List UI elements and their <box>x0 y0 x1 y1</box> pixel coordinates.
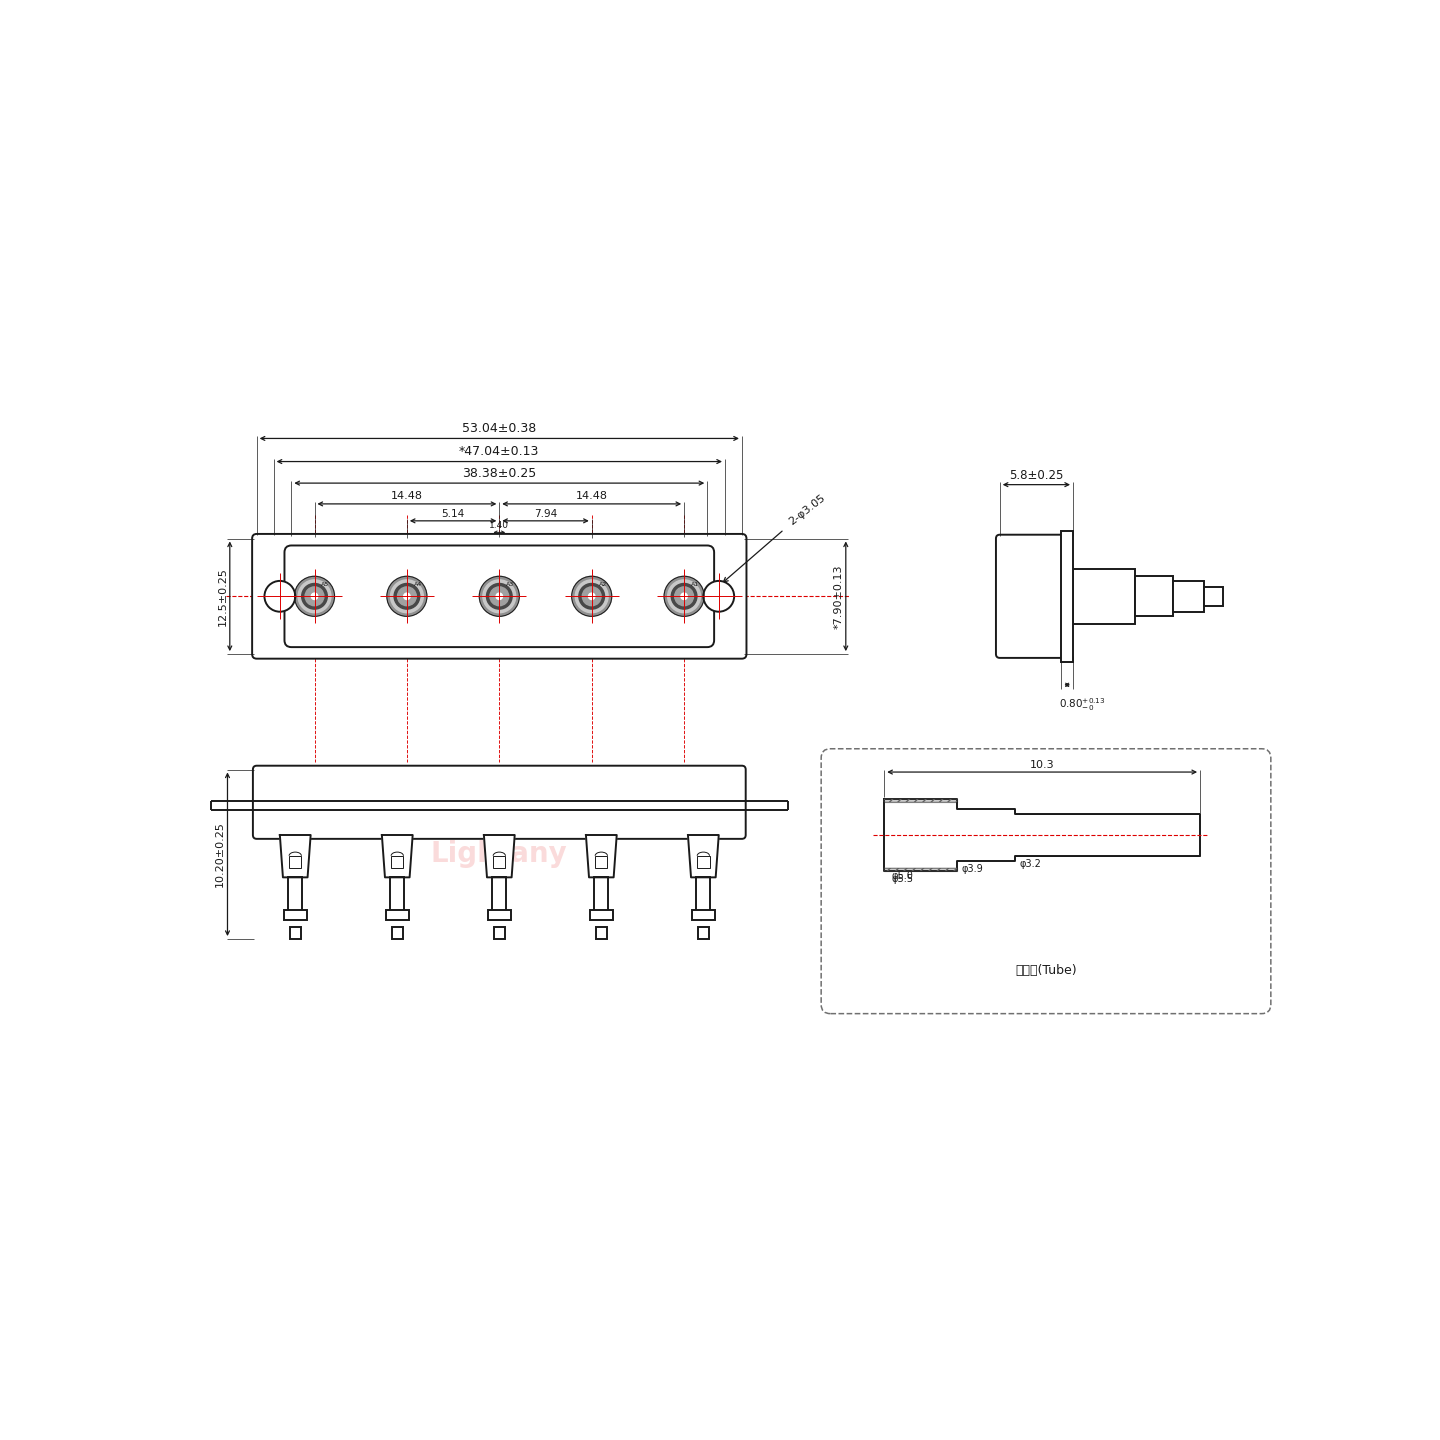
Circle shape <box>703 580 734 612</box>
Bar <box>492 855 505 868</box>
Circle shape <box>487 583 513 609</box>
Text: φ3.9: φ3.9 <box>962 864 984 874</box>
Text: Lightany: Lightany <box>431 841 567 868</box>
Circle shape <box>480 576 520 616</box>
Text: A4: A4 <box>413 582 422 586</box>
Text: 5.14: 5.14 <box>442 508 465 518</box>
Circle shape <box>403 593 410 599</box>
Text: 38.38±0.25: 38.38±0.25 <box>462 467 537 480</box>
Circle shape <box>265 580 295 612</box>
Text: 53.04±0.38: 53.04±0.38 <box>462 422 537 435</box>
Circle shape <box>298 580 331 612</box>
Bar <box>590 910 613 920</box>
Circle shape <box>302 583 327 609</box>
Text: A2: A2 <box>599 582 606 586</box>
Bar <box>1174 580 1204 612</box>
Bar <box>284 910 307 920</box>
Text: φ5.0: φ5.0 <box>891 871 914 881</box>
Circle shape <box>681 593 687 599</box>
Bar <box>289 927 301 939</box>
Text: 12.5±0.25: 12.5±0.25 <box>217 567 228 626</box>
Bar <box>392 855 403 868</box>
Bar <box>392 927 403 939</box>
Circle shape <box>572 576 612 616</box>
Text: 10.3: 10.3 <box>1030 760 1054 770</box>
Text: 2-φ3.05: 2-φ3.05 <box>788 492 828 527</box>
Text: 屏蔽管(Tube): 屏蔽管(Tube) <box>1015 965 1077 978</box>
FancyBboxPatch shape <box>821 749 1272 1014</box>
Circle shape <box>490 588 508 606</box>
Circle shape <box>387 576 426 616</box>
Circle shape <box>671 583 697 609</box>
Bar <box>595 877 608 912</box>
Bar <box>492 877 507 912</box>
Bar <box>288 877 302 912</box>
Text: A3: A3 <box>507 582 514 586</box>
Bar <box>386 910 409 920</box>
Bar <box>595 855 608 868</box>
Text: *47.04±0.13: *47.04±0.13 <box>459 445 540 458</box>
FancyBboxPatch shape <box>285 546 714 647</box>
Polygon shape <box>279 835 311 877</box>
Bar <box>1135 576 1174 616</box>
Circle shape <box>497 593 503 599</box>
Text: 1.40: 1.40 <box>490 521 510 530</box>
Polygon shape <box>884 799 1200 871</box>
Circle shape <box>675 588 694 606</box>
Text: φ5.5: φ5.5 <box>891 874 914 884</box>
Text: φ3.2: φ3.2 <box>1020 860 1041 868</box>
Bar <box>488 910 511 920</box>
Text: 0.80$^{+0.13}_{-0}$: 0.80$^{+0.13}_{-0}$ <box>1058 697 1106 713</box>
Circle shape <box>311 593 318 599</box>
Bar <box>697 877 710 912</box>
Polygon shape <box>688 835 719 877</box>
Circle shape <box>576 580 608 612</box>
Bar <box>289 855 301 868</box>
Text: 14.48: 14.48 <box>576 491 608 501</box>
Bar <box>698 927 708 939</box>
Circle shape <box>579 583 605 609</box>
Text: Lightany: Lightany <box>425 582 575 611</box>
Circle shape <box>582 588 600 606</box>
Polygon shape <box>586 835 616 877</box>
Text: 5.8±0.25: 5.8±0.25 <box>1009 468 1064 481</box>
Bar <box>390 877 405 912</box>
Circle shape <box>664 576 704 616</box>
Circle shape <box>295 576 334 616</box>
Text: 10.20±0.25: 10.20±0.25 <box>215 821 225 887</box>
Bar <box>697 855 710 868</box>
Circle shape <box>305 588 324 606</box>
FancyBboxPatch shape <box>253 766 746 840</box>
Bar <box>691 910 714 920</box>
FancyBboxPatch shape <box>996 534 1066 658</box>
FancyBboxPatch shape <box>252 534 746 658</box>
Polygon shape <box>484 835 514 877</box>
Text: 14.48: 14.48 <box>390 491 423 501</box>
Circle shape <box>397 588 416 606</box>
Bar <box>494 927 504 939</box>
Bar <box>1073 569 1135 624</box>
Circle shape <box>668 580 700 612</box>
Circle shape <box>482 580 516 612</box>
Text: A1: A1 <box>691 582 700 586</box>
Circle shape <box>589 593 595 599</box>
Text: *7.90±0.13: *7.90±0.13 <box>834 564 844 628</box>
Text: A5: A5 <box>321 582 330 586</box>
Text: 7.94: 7.94 <box>534 508 557 518</box>
Circle shape <box>390 580 423 612</box>
Bar <box>596 927 606 939</box>
Bar <box>1061 531 1073 662</box>
Bar <box>1204 588 1223 606</box>
Circle shape <box>395 583 419 609</box>
Polygon shape <box>382 835 413 877</box>
